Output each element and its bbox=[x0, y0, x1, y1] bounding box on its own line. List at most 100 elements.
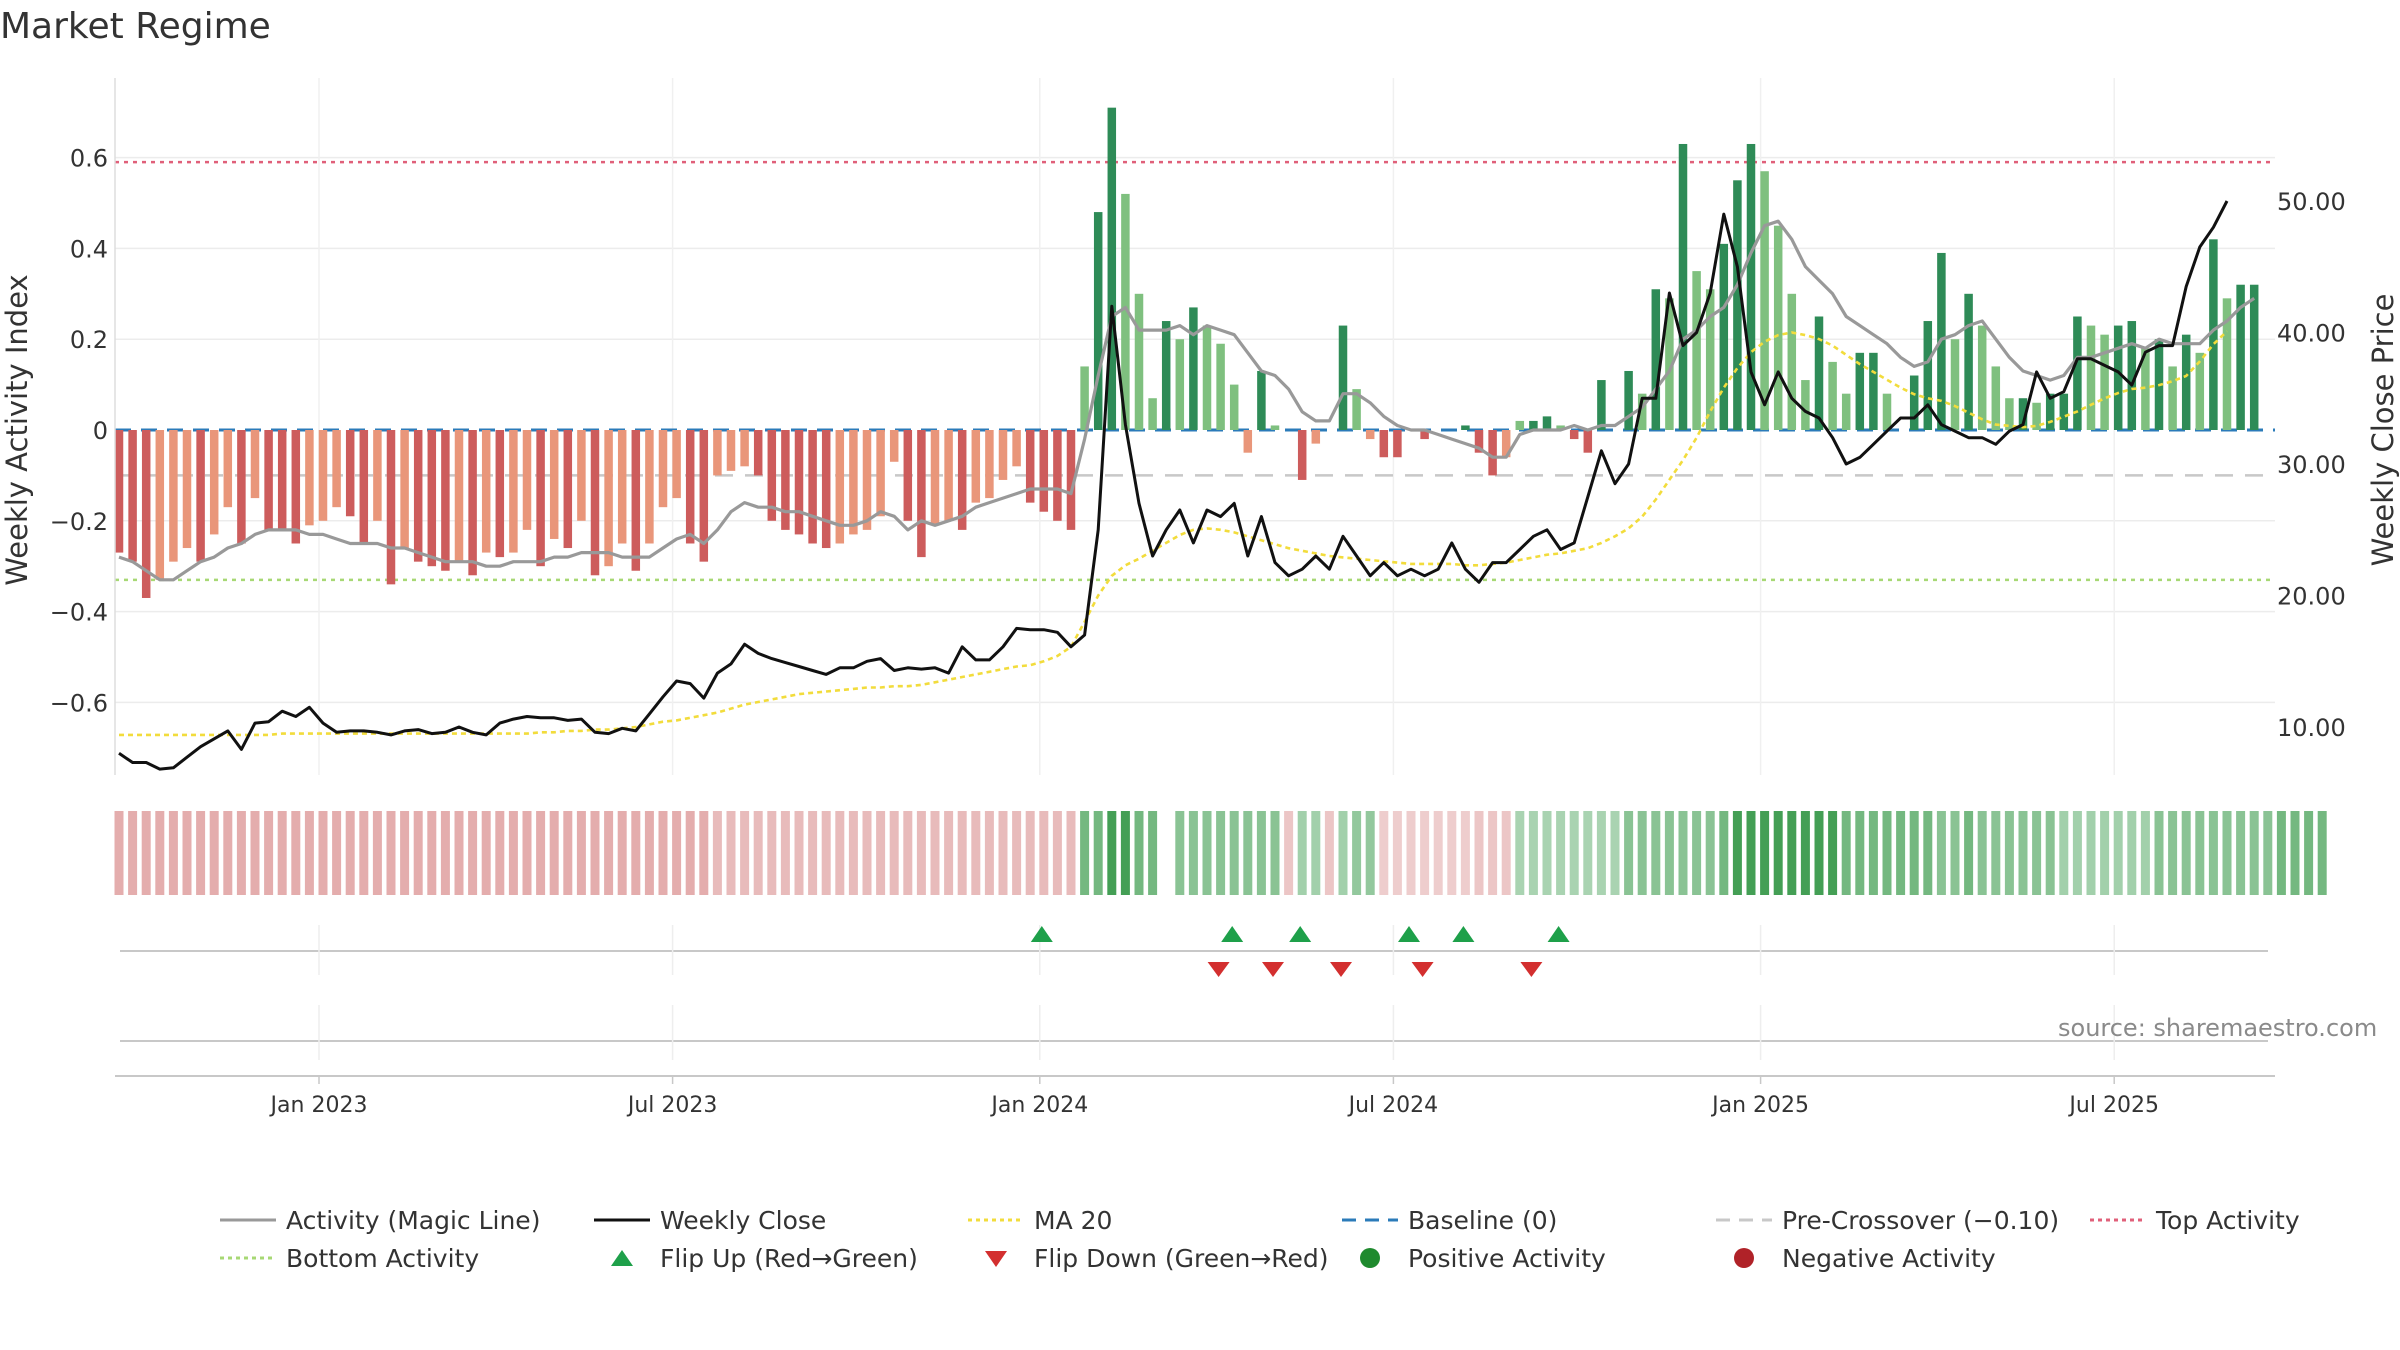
activity-bar bbox=[1257, 370, 1266, 430]
regime-cell bbox=[1379, 811, 1389, 895]
activity-bar bbox=[141, 430, 151, 598]
activity-bar bbox=[1583, 430, 1593, 453]
regime-cell bbox=[2140, 811, 2150, 895]
regime-cell bbox=[2086, 811, 2096, 895]
activity-bar bbox=[2181, 334, 2191, 430]
regime-cell bbox=[2317, 811, 2327, 895]
legend-item: Positive Activity bbox=[1338, 1240, 1606, 1276]
activity-bar bbox=[753, 430, 763, 476]
regime-cell bbox=[604, 811, 614, 895]
regime-cell bbox=[726, 811, 736, 895]
regime-cell bbox=[1773, 811, 1783, 895]
chart-title: Market Regime bbox=[0, 6, 271, 47]
activity-bar bbox=[549, 430, 559, 539]
activity-bar bbox=[2045, 393, 2055, 430]
legend-swatch-dashed bbox=[1342, 1218, 1398, 1222]
regime-cell bbox=[1596, 811, 1606, 895]
regime-cell bbox=[685, 811, 695, 895]
activity-bar bbox=[1909, 375, 1919, 430]
regime-cell bbox=[1093, 811, 1103, 895]
regime-cell bbox=[2127, 811, 2137, 895]
legend-label: Flip Down (Green→Red) bbox=[1034, 1243, 1329, 1273]
regime-cell bbox=[889, 811, 899, 895]
regime-cell bbox=[1175, 811, 1185, 895]
ma20-line bbox=[119, 330, 2228, 737]
left-axis-label: Weekly Activity Index bbox=[0, 274, 34, 585]
legend-item: Negative Activity bbox=[1712, 1240, 1996, 1276]
regime-cell bbox=[2168, 811, 2178, 895]
legend-item: Bottom Activity bbox=[216, 1240, 479, 1276]
regime-cell bbox=[1243, 811, 1253, 895]
regime-cell bbox=[712, 811, 722, 895]
legend-item: Pre-Crossover (−0.10) bbox=[1712, 1202, 2059, 1238]
regime-cell bbox=[1256, 811, 1266, 895]
flip-down-marker bbox=[1262, 962, 1284, 977]
activity-bar bbox=[740, 430, 749, 467]
regime-cell bbox=[658, 811, 668, 895]
legend-item: Weekly Close bbox=[590, 1202, 826, 1238]
activity-bar bbox=[1420, 430, 1429, 440]
activity-bar bbox=[781, 430, 790, 530]
activity-bar bbox=[1012, 430, 1021, 467]
flip-down-marker bbox=[1411, 962, 1434, 977]
legend-label: Bottom Activity bbox=[286, 1243, 480, 1273]
left-tick-label: 0.4 bbox=[70, 235, 108, 263]
regime-cell bbox=[563, 811, 573, 895]
activity-bar bbox=[862, 430, 872, 530]
regime-cell bbox=[481, 811, 491, 895]
activity-bar bbox=[128, 430, 137, 562]
activity-bar bbox=[849, 430, 858, 535]
right-tick-label: 10.00 bbox=[2277, 714, 2346, 742]
regime-cell bbox=[209, 811, 219, 895]
legend-swatch-dashed bbox=[1716, 1218, 1772, 1222]
regime-cell bbox=[1025, 811, 1035, 895]
activity-bar bbox=[876, 430, 885, 517]
regime-cell bbox=[400, 811, 410, 895]
regime-cell bbox=[699, 811, 709, 895]
activity-bar bbox=[1882, 393, 1892, 430]
regime-cell bbox=[1583, 811, 1593, 895]
legend-item: Activity (Magic Line) bbox=[216, 1202, 540, 1238]
legend-item: Flip Up (Red→Green) bbox=[590, 1240, 918, 1276]
regime-cell bbox=[1882, 811, 1892, 895]
activity-bar bbox=[250, 430, 260, 499]
activity-bar bbox=[944, 430, 953, 521]
activity-bar bbox=[1379, 430, 1389, 458]
legend-swatch-triangle-up bbox=[611, 1250, 633, 1266]
activity-bar bbox=[1542, 416, 1552, 430]
activity-bar bbox=[563, 430, 573, 549]
regime-cell bbox=[984, 811, 994, 895]
regime-cell bbox=[848, 811, 858, 895]
activity-bar bbox=[1773, 225, 1783, 430]
activity-bar bbox=[345, 430, 355, 517]
activity-bar bbox=[291, 430, 301, 544]
regime-cell bbox=[2113, 811, 2123, 895]
regime-cell bbox=[1719, 811, 1729, 895]
activity-bar bbox=[713, 430, 722, 476]
regime-cell bbox=[740, 811, 750, 895]
activity-bar bbox=[2032, 402, 2041, 430]
activity-bar bbox=[1977, 325, 1987, 430]
regime-cell bbox=[2004, 811, 2014, 895]
regime-cell bbox=[291, 811, 301, 895]
activity-bar bbox=[1855, 352, 1865, 430]
flip-up-marker bbox=[1030, 926, 1053, 942]
activity-bar bbox=[808, 430, 817, 544]
regime-cell bbox=[1447, 811, 1457, 895]
regime-cell bbox=[508, 811, 518, 895]
legend-swatch-dotted bbox=[2090, 1218, 2146, 1222]
regime-cell bbox=[753, 811, 763, 895]
activity-bar bbox=[794, 430, 804, 535]
activity-bar bbox=[509, 430, 518, 553]
right-tick-label: 50.00 bbox=[2277, 188, 2346, 216]
x-tick-label: Jul 2025 bbox=[2067, 1093, 2159, 1118]
activity-bar bbox=[2249, 284, 2259, 430]
activity-bar bbox=[1705, 289, 1715, 430]
regime-cell bbox=[168, 811, 178, 895]
right-tick-label: 40.00 bbox=[2277, 320, 2346, 348]
regime-cell bbox=[1841, 811, 1851, 895]
activity-bar bbox=[821, 430, 831, 549]
regime-cell bbox=[1868, 811, 1878, 895]
activity-bar bbox=[2059, 393, 2069, 430]
flip-up-marker bbox=[1398, 926, 1420, 942]
